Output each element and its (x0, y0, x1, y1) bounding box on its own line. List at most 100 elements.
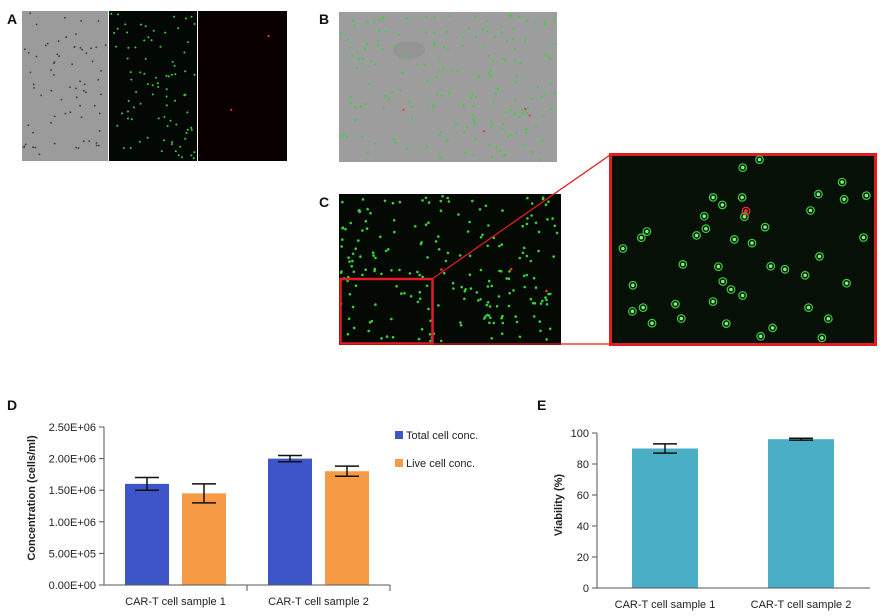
live-cell (512, 289, 515, 292)
live-cell (339, 271, 343, 274)
live-cell (357, 239, 360, 242)
live-cell (842, 197, 846, 202)
live-cell (423, 63, 426, 66)
dead-cell (440, 268, 443, 271)
live-cell (350, 95, 353, 98)
live-cell (501, 209, 504, 212)
live-cell (183, 94, 186, 97)
live-cell (351, 252, 355, 256)
live-cell (138, 140, 141, 143)
live-cell (486, 301, 490, 304)
cell (29, 12, 32, 15)
live-cell (144, 25, 147, 28)
live-cell (479, 268, 483, 272)
live-cell (165, 88, 168, 91)
live-cell (501, 127, 504, 130)
live-cell (486, 244, 489, 248)
live-cell (459, 323, 463, 327)
live-cell (471, 74, 474, 77)
live-cell (507, 277, 511, 280)
live-cell (514, 59, 517, 62)
live-cell (127, 117, 129, 120)
live-cell (185, 17, 187, 20)
live-cell (358, 57, 361, 60)
live-cell-ring (717, 200, 727, 210)
cell (85, 91, 87, 94)
dead-cell-ring (741, 206, 751, 216)
live-cell (151, 84, 154, 87)
live-cell (486, 313, 489, 317)
live-cell-ring (708, 193, 718, 202)
live-cell (631, 283, 635, 288)
live-cell (392, 219, 396, 222)
live-cell (457, 213, 460, 216)
live-cell (424, 16, 428, 19)
micrograph-brightfield (22, 11, 108, 161)
live-cell (534, 125, 538, 128)
live-cell (630, 309, 635, 314)
cell (24, 143, 27, 146)
live-cell (193, 73, 196, 76)
live-cell (437, 235, 440, 238)
live-cell (164, 31, 167, 34)
cell (91, 60, 94, 63)
live-cell (539, 158, 542, 161)
dead-cell (744, 209, 748, 213)
live-cell (740, 293, 745, 298)
live-cell (489, 316, 492, 320)
live-cell (438, 134, 442, 137)
live-cell (539, 329, 542, 333)
live-cell (502, 154, 505, 157)
cell (29, 71, 32, 74)
cell (64, 112, 67, 115)
live-cell (435, 76, 438, 79)
live-cell (146, 136, 149, 139)
live-cell (468, 273, 472, 276)
live-cell-ring (813, 189, 823, 199)
live-cell (820, 336, 824, 340)
live-cell (393, 230, 396, 234)
live-cell (474, 95, 477, 98)
live-cell (129, 71, 132, 74)
chart-concentration: Concentration (cells/ml) 0.00E+00 5.00E+0… (26, 422, 478, 608)
live-cell (441, 194, 444, 198)
live-cell (545, 303, 549, 306)
live-cell (492, 321, 496, 325)
live-cell (116, 27, 119, 30)
live-cell (518, 116, 521, 119)
live-cell (826, 316, 831, 321)
live-cell (552, 255, 555, 258)
cell (95, 142, 98, 144)
live-cell (508, 291, 511, 295)
live-cell (190, 128, 193, 131)
live-cell (349, 102, 352, 105)
live-cell (485, 19, 488, 22)
live-cell (505, 277, 508, 280)
live-cell-ring (692, 230, 701, 240)
live-cell (478, 208, 482, 211)
live-cell (530, 214, 533, 217)
live-cell (353, 119, 357, 122)
live-cell (370, 319, 373, 323)
live-cell (393, 138, 396, 141)
cell (53, 74, 55, 76)
cell (97, 78, 100, 81)
live-cell-ring (618, 244, 628, 253)
live-cell (513, 112, 516, 115)
live-cell (377, 30, 380, 33)
live-cell (351, 54, 354, 57)
live-cell (518, 256, 522, 260)
cell (64, 16, 66, 19)
live-cell (501, 314, 504, 318)
live-cell (124, 23, 127, 26)
live-cell (844, 281, 849, 285)
panel-label-a: A (7, 11, 18, 27)
live-cell (411, 105, 414, 108)
live-cell-ring (701, 224, 711, 234)
live-cell (398, 200, 402, 204)
live-cell (539, 302, 543, 305)
live-cell (472, 104, 475, 107)
panel-label-d: D (7, 397, 18, 413)
live-cell (403, 50, 406, 53)
cell (75, 87, 77, 90)
